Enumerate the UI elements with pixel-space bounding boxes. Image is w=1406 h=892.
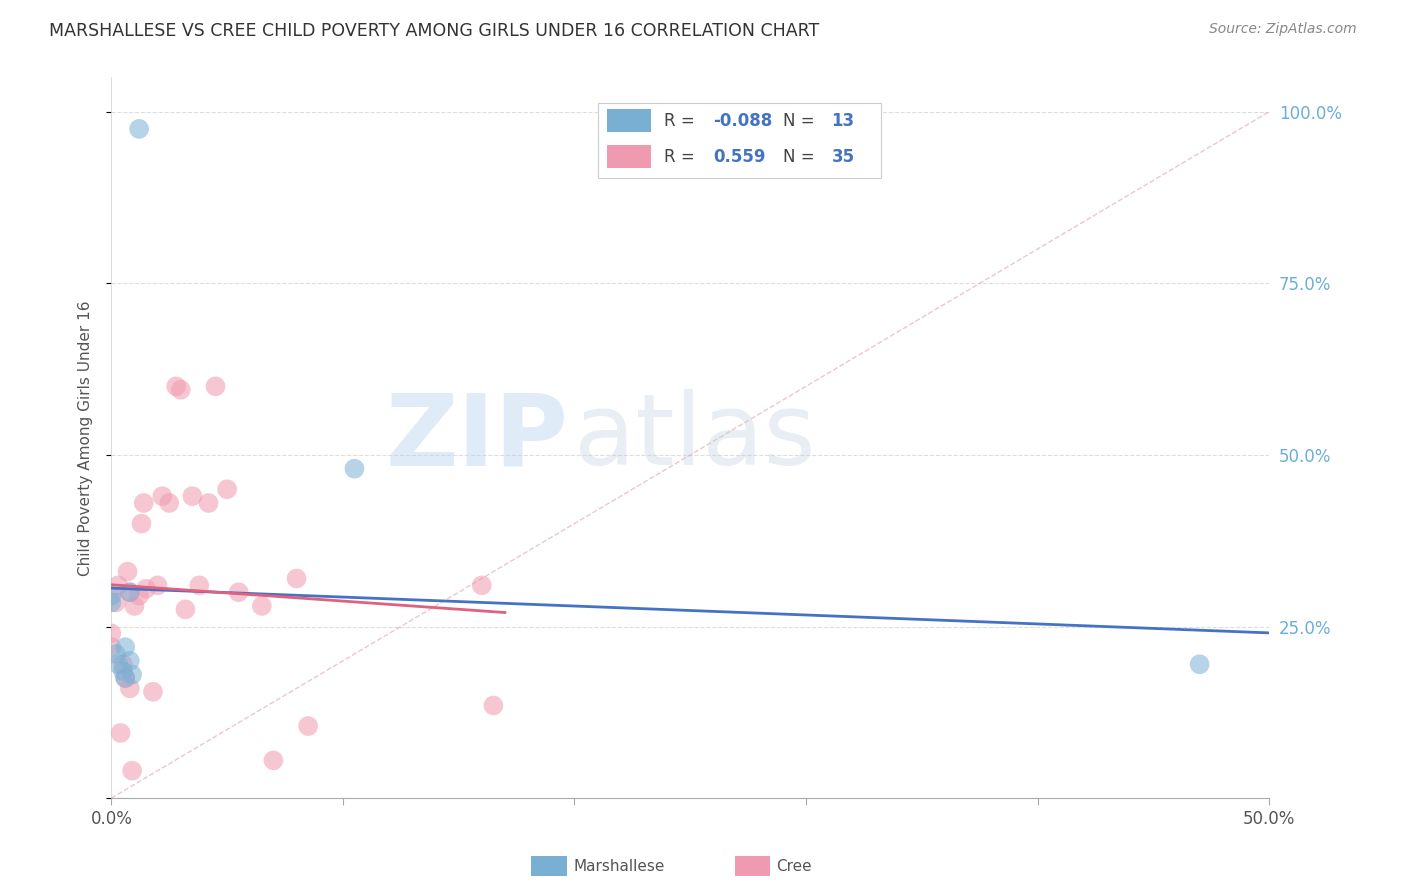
Point (1188, 657, 1211, 672)
Text: R =: R = (664, 148, 700, 166)
Point (250, 599, 273, 613)
Point (471, 578, 494, 592)
Point (197, 496, 219, 510)
Point (262, 753, 284, 767)
Text: 35: 35 (831, 148, 855, 166)
Point (110, 726, 132, 740)
Text: N =: N = (783, 148, 820, 166)
Point (128, 589, 150, 603)
Point (100, 589, 122, 603)
Point (111, 664, 134, 678)
Text: -0.088: -0.088 (713, 112, 773, 129)
Bar (607, 109, 651, 132)
Point (217, 483, 239, 497)
Text: 13: 13 (831, 112, 855, 129)
Text: Cree: Cree (776, 859, 811, 873)
Point (118, 585, 141, 599)
Point (204, 379, 226, 393)
Point (170, 383, 193, 397)
Text: 0.559: 0.559 (713, 148, 766, 166)
Point (100, 640, 122, 654)
FancyBboxPatch shape (598, 103, 882, 178)
Point (121, 667, 143, 681)
Point (188, 578, 211, 592)
Point (181, 489, 204, 503)
Point (174, 602, 197, 616)
Point (165, 379, 187, 393)
Point (118, 681, 141, 696)
Point (132, 496, 155, 510)
Point (117, 565, 139, 579)
Point (285, 572, 308, 586)
Bar (607, 145, 651, 169)
Point (343, 461, 366, 475)
Point (228, 585, 250, 599)
Point (482, 698, 505, 713)
Text: MARSHALLESE VS CREE CHILD POVERTY AMONG GIRLS UNDER 16 CORRELATION CHART: MARSHALLESE VS CREE CHILD POVERTY AMONG … (49, 22, 820, 40)
Point (121, 764, 143, 778)
Point (297, 719, 319, 733)
Text: ZIP: ZIP (385, 389, 568, 486)
Y-axis label: Child Poverty Among Girls Under 16: Child Poverty Among Girls Under 16 (79, 300, 93, 575)
Point (157, 496, 180, 510)
Text: atlas: atlas (575, 389, 815, 486)
Text: R =: R = (664, 112, 700, 129)
Text: Marshallese: Marshallese (574, 859, 665, 873)
Point (146, 578, 169, 592)
Point (124, 599, 146, 613)
Text: Source: ZipAtlas.com: Source: ZipAtlas.com (1209, 22, 1357, 37)
Text: N =: N = (783, 112, 820, 129)
Point (100, 595, 122, 609)
Point (104, 595, 127, 609)
Point (128, 122, 150, 136)
Point (114, 640, 136, 654)
Point (100, 626, 122, 640)
Point (142, 685, 165, 699)
Point (114, 671, 136, 685)
Point (135, 582, 157, 596)
Point (118, 654, 141, 668)
Point (114, 671, 136, 685)
Point (131, 516, 153, 531)
Point (104, 647, 127, 661)
Point (150, 489, 173, 503)
Point (107, 657, 129, 672)
Point (111, 657, 134, 672)
Point (107, 578, 129, 592)
Point (118, 585, 141, 599)
